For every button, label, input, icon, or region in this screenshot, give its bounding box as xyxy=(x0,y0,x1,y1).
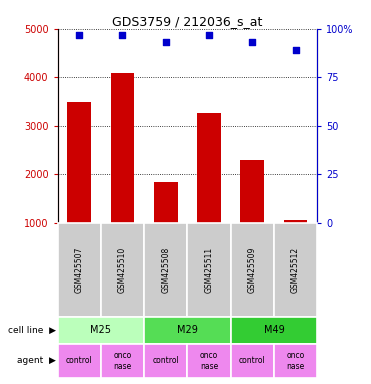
FancyBboxPatch shape xyxy=(58,344,101,378)
Text: control: control xyxy=(152,356,179,366)
Text: GSM425511: GSM425511 xyxy=(204,247,213,293)
Text: GSM425508: GSM425508 xyxy=(161,247,170,293)
FancyBboxPatch shape xyxy=(274,223,317,317)
Point xyxy=(293,47,299,53)
Text: GSM425509: GSM425509 xyxy=(248,247,257,293)
Text: agent  ▶: agent ▶ xyxy=(17,356,56,366)
FancyBboxPatch shape xyxy=(187,344,231,378)
FancyBboxPatch shape xyxy=(144,317,231,344)
FancyBboxPatch shape xyxy=(231,344,274,378)
Bar xyxy=(67,103,91,223)
Text: GSM425510: GSM425510 xyxy=(118,247,127,293)
Text: cell line  ▶: cell line ▶ xyxy=(8,326,56,335)
Bar xyxy=(111,73,134,223)
Text: onco
nase: onco nase xyxy=(286,351,305,371)
FancyBboxPatch shape xyxy=(58,223,101,317)
Text: onco
nase: onco nase xyxy=(113,351,132,371)
Point xyxy=(119,31,125,38)
Text: control: control xyxy=(239,356,266,366)
Text: M29: M29 xyxy=(177,325,198,335)
Point xyxy=(163,39,169,45)
Text: M49: M49 xyxy=(263,325,284,335)
FancyBboxPatch shape xyxy=(101,344,144,378)
Bar xyxy=(154,182,178,223)
FancyBboxPatch shape xyxy=(231,317,317,344)
Point xyxy=(76,31,82,38)
Point xyxy=(249,39,255,45)
Text: M25: M25 xyxy=(90,325,111,335)
FancyBboxPatch shape xyxy=(231,223,274,317)
Bar xyxy=(284,220,308,223)
Text: onco
nase: onco nase xyxy=(200,351,218,371)
Text: GSM425507: GSM425507 xyxy=(75,247,83,293)
FancyBboxPatch shape xyxy=(144,344,187,378)
FancyBboxPatch shape xyxy=(187,223,231,317)
FancyBboxPatch shape xyxy=(101,223,144,317)
Text: GSM425512: GSM425512 xyxy=(291,247,300,293)
FancyBboxPatch shape xyxy=(58,317,144,344)
Title: GDS3759 / 212036_s_at: GDS3759 / 212036_s_at xyxy=(112,15,263,28)
FancyBboxPatch shape xyxy=(274,344,317,378)
Text: control: control xyxy=(66,356,92,366)
FancyBboxPatch shape xyxy=(144,223,187,317)
Bar xyxy=(240,160,264,223)
Bar xyxy=(197,113,221,223)
Point xyxy=(206,31,212,38)
